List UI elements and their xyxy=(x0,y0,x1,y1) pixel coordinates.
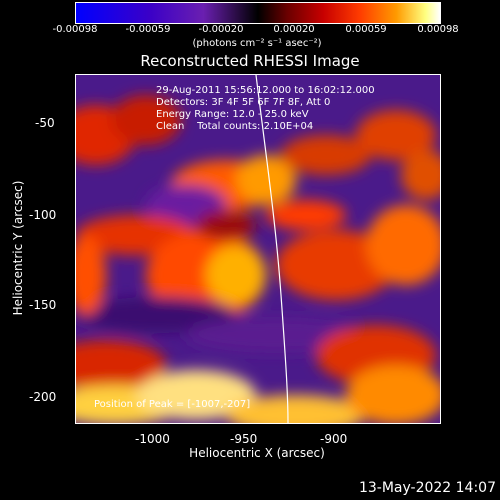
heatmap-blob xyxy=(401,150,440,200)
solar-limb-line xyxy=(255,75,289,423)
heatmap-blob xyxy=(276,230,396,300)
y-tick-label: -100 xyxy=(29,208,57,222)
heatmap-blob xyxy=(206,245,266,305)
x-tick-label: -1000 xyxy=(135,432,170,446)
heatmap-blob xyxy=(236,155,296,205)
heatmap-image xyxy=(76,75,440,423)
colorbar-tick-label: -0.00098 xyxy=(52,24,98,35)
info-line: 29-Aug-2011 15:56:12.000 to 16:02:12.000 xyxy=(156,85,375,96)
heatmap-blob xyxy=(76,340,166,390)
heatmap-blob xyxy=(281,135,371,175)
colorbar-tick-label: 0.00098 xyxy=(417,24,459,35)
peak-label: Position of Peak = [-1007,-207] xyxy=(94,399,251,410)
colorbar-tick-label: -0.00020 xyxy=(198,24,244,35)
info-line: Clean Total counts: 2.10E+04 xyxy=(156,121,314,132)
heatmap-blob xyxy=(76,297,236,333)
heatmap-blob xyxy=(226,395,366,423)
heatmap-blob xyxy=(111,95,181,145)
colorbar-tick-label: 0.00020 xyxy=(273,24,315,35)
heatmap-blob xyxy=(356,110,436,160)
x-tick-label: -900 xyxy=(320,432,348,446)
heatmap-blob xyxy=(366,205,440,285)
x-axis-label: Heliocentric X (arcsec) xyxy=(189,446,325,460)
info-line: Detectors: 3F 4F 5F 6F 7F 8F, Att 0 xyxy=(156,97,331,108)
date-stamp: 13-May-2022 14:07 xyxy=(358,480,496,496)
heatmap-blob xyxy=(346,365,440,423)
info-line: Energy Range: 12.0 - 25.0 keV xyxy=(156,109,309,120)
x-tick-label: -950 xyxy=(230,432,258,446)
y-tick-label: -200 xyxy=(29,390,57,404)
chart-title: Reconstructed RHESSI Image xyxy=(140,52,360,70)
y-axis-label: Heliocentric Y (arcsec) xyxy=(11,180,25,316)
colorbar-units: (photons cm⁻² s⁻¹ asec⁻²) xyxy=(192,38,322,49)
heatmap-blob xyxy=(266,200,346,230)
colorbar-tick-label: 0.00059 xyxy=(345,24,387,35)
y-tick-label: -50 xyxy=(35,116,55,130)
heatmap-blob xyxy=(136,370,256,420)
colorbar-tick-label: -0.00059 xyxy=(125,24,171,35)
plot-area: 29-Aug-2011 15:56:12.000 to 16:02:12.000… xyxy=(75,74,441,424)
colorbar xyxy=(75,2,441,24)
y-tick-label: -150 xyxy=(29,298,57,312)
heatmap-blob xyxy=(196,210,256,240)
heatmap-blob xyxy=(76,235,106,315)
